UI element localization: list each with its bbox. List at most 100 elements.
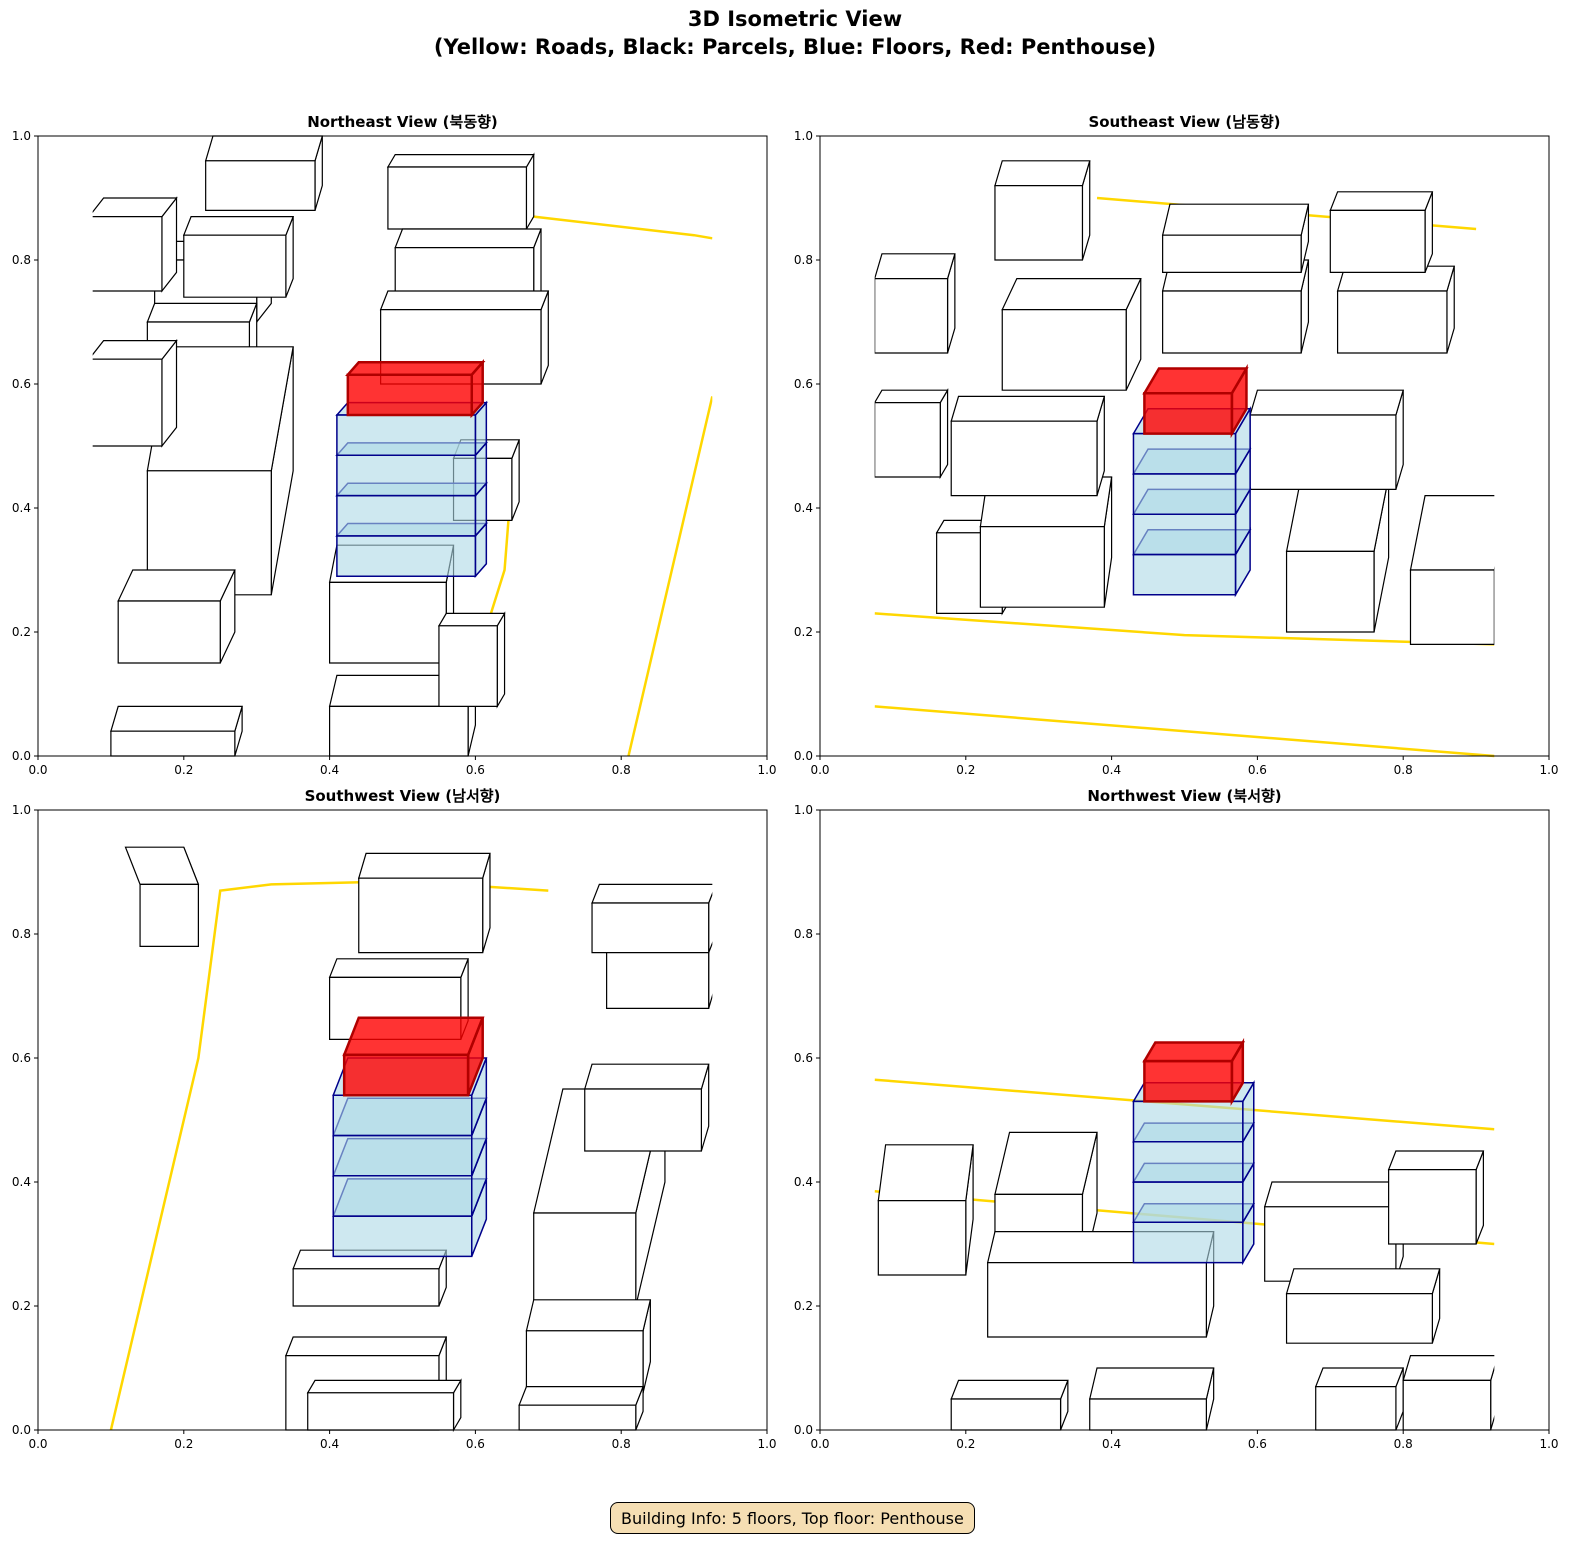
parcel-building-front <box>139 883 199 947</box>
parcel-building-front <box>979 526 1105 608</box>
target-floor-2-front <box>336 494 477 537</box>
parcel-building-front <box>1089 1398 1207 1431</box>
target-floor-3-front <box>1132 473 1237 515</box>
parcel-building-top <box>182 215 295 236</box>
y-tick-label: 1.0 <box>794 803 813 817</box>
road <box>533 215 713 240</box>
parcel-building-front <box>205 160 316 212</box>
northeast-view-axes: 0.0 0.2 0.4 0.6 0.8 1.0 0.0 0.2 0.4 0.6 0.8 1.0 <box>12 129 777 777</box>
y-tick-label: 1.0 <box>12 129 31 143</box>
parcel-building-front <box>88 215 163 292</box>
panel-title-southeast: Southeast View (남동향) <box>1088 113 1281 131</box>
parcel-building-top <box>124 846 200 886</box>
x-tick-label: 1.0 <box>1539 1437 1558 1451</box>
x-tick-label: 0.8 <box>612 1437 631 1451</box>
parcel-building-front <box>1402 1379 1492 1431</box>
target-floor-4-front <box>1132 432 1237 475</box>
parcel-building-front <box>1388 1169 1477 1245</box>
y-tick-label: 1.0 <box>12 803 31 817</box>
parcel-building-front <box>387 166 528 230</box>
parcel-building-top <box>873 389 949 404</box>
x-tick-label: 0.0 <box>810 1437 829 1451</box>
y-tick-label: 0.2 <box>12 625 31 639</box>
penthouse-top <box>345 361 486 376</box>
road <box>627 396 714 757</box>
parcel-building-front <box>591 902 710 954</box>
image-margin-right <box>1494 810 1549 1430</box>
parcel-building-front <box>1336 290 1448 354</box>
x-tick-label: 1.0 <box>757 1437 776 1451</box>
panel-title-northeast: Northeast View (북동향) <box>307 113 498 131</box>
parcel-building-top <box>1001 278 1142 311</box>
parcel-building-front <box>292 1268 440 1307</box>
x-tick-label: 0.0 <box>28 1437 47 1451</box>
parcel-building-top <box>950 395 1106 422</box>
parcel-building-front <box>358 877 484 954</box>
parcel-building-top <box>146 302 258 323</box>
parcel-building-front <box>117 600 221 664</box>
x-tick-label: 0.4 <box>1102 763 1121 777</box>
x-tick-label: 0.4 <box>320 763 339 777</box>
parcel-building-front <box>1001 309 1127 391</box>
x-tick-label: 0.0 <box>810 763 829 777</box>
parcel-building-top <box>1402 1354 1499 1382</box>
parcel-building-front <box>874 278 949 354</box>
x-tick-label: 0.8 <box>612 763 631 777</box>
parcel-building-front <box>183 234 287 298</box>
parcel-building-top <box>518 1385 644 1406</box>
x-tick-label: 0.6 <box>1248 763 1267 777</box>
parcel-building-front <box>307 1392 455 1431</box>
x-tick-label: 0.6 <box>1248 1437 1267 1451</box>
parcel-building-front <box>994 184 1084 261</box>
y-tick-label: 0.8 <box>12 253 31 267</box>
panel-title-southwest: Southwest View (남서향) <box>304 787 501 805</box>
y-tick-label: 0.6 <box>794 1051 813 1065</box>
parcel-building-front <box>1409 569 1495 645</box>
parcel-building-top <box>877 1144 974 1202</box>
parcel-building-front <box>110 730 236 757</box>
x-tick-label: 1.0 <box>757 763 776 777</box>
image-margin-left <box>38 810 93 1430</box>
parcel-building-top <box>1285 1268 1441 1295</box>
parcel-building-side <box>496 611 506 709</box>
parcel-building-front <box>874 402 941 478</box>
parcel-building-top <box>394 228 542 249</box>
parcel-building-front <box>438 625 498 708</box>
parcel-building-top <box>87 340 178 360</box>
parcel-building-top <box>525 1299 652 1332</box>
y-tick-label: 0.0 <box>12 1423 31 1437</box>
parcel-building-front <box>1285 550 1375 633</box>
x-tick-label: 0.6 <box>466 763 485 777</box>
target-floor-3-front <box>1132 1140 1244 1183</box>
road <box>874 612 1495 646</box>
parcel-building-top <box>950 1379 1069 1400</box>
target-floor-2-front <box>1132 513 1237 556</box>
y-tick-label: 0.2 <box>794 625 813 639</box>
parcel-building-top <box>379 290 550 311</box>
target-floor-1-front <box>336 535 477 577</box>
x-tick-label: 0.4 <box>320 1437 339 1451</box>
penthouse-front <box>1143 1059 1234 1103</box>
parcel-building-top <box>873 253 956 280</box>
x-tick-label: 0.8 <box>1394 763 1413 777</box>
penthouse-top <box>342 1016 485 1057</box>
y-tick-label: 0.8 <box>794 253 813 267</box>
y-tick-label: 0.4 <box>12 501 31 515</box>
axes-frame <box>819 809 1550 1431</box>
parcel-building-front <box>88 358 163 447</box>
parcel-building-top <box>1314 1367 1405 1388</box>
parcel-building-front <box>533 1212 637 1307</box>
image-margin-left <box>820 810 875 1430</box>
penthouse-top <box>1142 367 1249 395</box>
y-tick-label: 0.6 <box>794 377 813 391</box>
parcel-building-top <box>1249 389 1405 416</box>
parcel-building-top <box>1263 1181 1405 1208</box>
axes-frame <box>819 135 1550 757</box>
axes-frame <box>37 809 768 1431</box>
y-tick-label: 1.0 <box>794 129 813 143</box>
figure-title-line2: (Yellow: Roads, Black: Parcels, Blue: Fl… <box>433 35 1157 59</box>
x-tick-label: 0.2 <box>956 1437 975 1451</box>
x-tick-label: 1.0 <box>1539 763 1558 777</box>
parcel-building-top <box>994 1131 1098 1195</box>
parcel-building-front <box>1285 1293 1433 1344</box>
